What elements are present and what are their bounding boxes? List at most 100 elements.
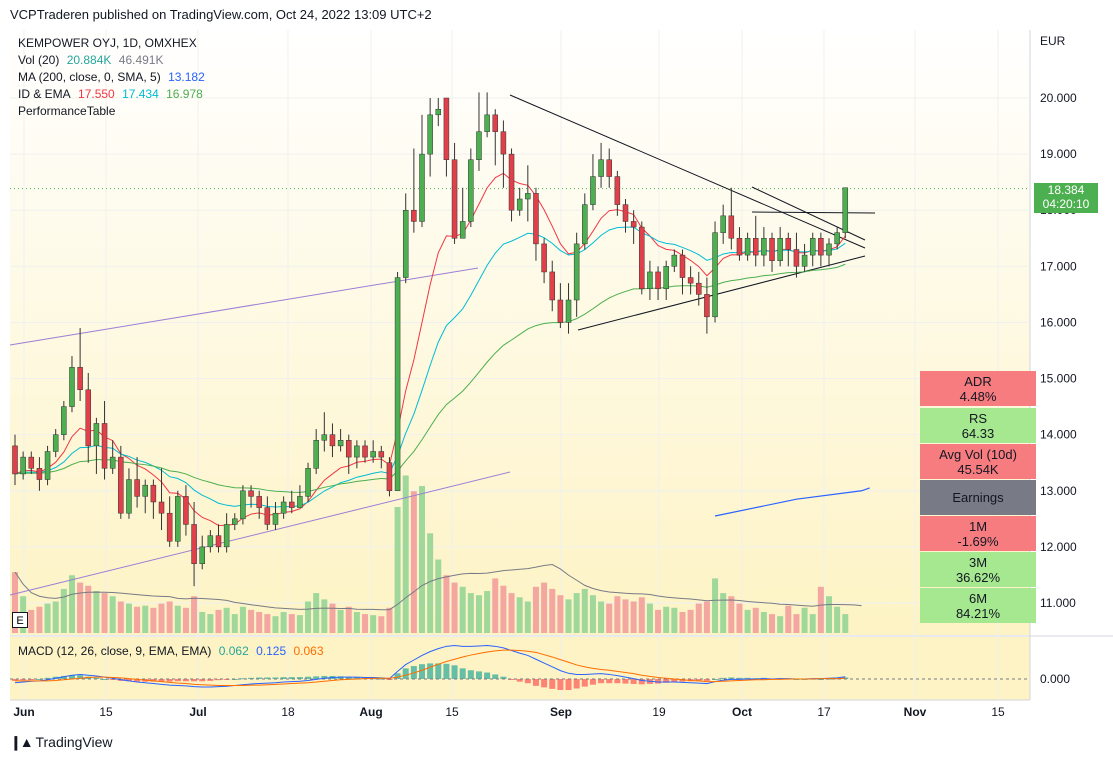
macd-histogram-bar	[44, 677, 51, 679]
tradingview-brand-text: TradingView	[35, 734, 113, 750]
macd-histogram-bar	[191, 679, 198, 682]
volume-bar	[85, 585, 92, 633]
macd-histogram-bar	[158, 679, 165, 682]
candle-body	[77, 367, 83, 391]
candle-body	[223, 524, 230, 548]
candle-body	[809, 238, 816, 256]
volume-bar	[728, 596, 735, 633]
macd-pane-bg	[10, 637, 1030, 700]
volume-bar	[842, 614, 849, 633]
candle-body	[573, 243, 580, 301]
macd-histogram-bar	[695, 679, 702, 682]
perf-cell-title: RS	[968, 411, 988, 426]
macd-histogram-bar	[353, 677, 360, 679]
volume-bar	[777, 616, 784, 633]
volume-bar	[378, 616, 385, 633]
candle-body	[500, 131, 507, 155]
macd-histogram-bar	[77, 675, 84, 679]
candle-body	[443, 97, 450, 160]
volume-bar	[459, 586, 466, 633]
macd-histogram-bar	[614, 679, 621, 684]
volume-bar	[305, 601, 312, 633]
candle-body	[272, 512, 279, 525]
macd-histogram-bar	[451, 665, 458, 679]
price-tick-label: 17.000	[1040, 259, 1077, 273]
macd-histogram-bar	[549, 679, 556, 689]
candle-body	[362, 445, 368, 458]
publisher-line: VCPTraderen published on TradingView.com…	[10, 7, 432, 22]
macd-histogram-bar	[12, 679, 18, 681]
volume-bar	[793, 614, 800, 633]
macd-histogram-bar	[516, 679, 523, 682]
macd-histogram-bar	[508, 679, 515, 680]
volume-bar	[744, 609, 751, 633]
volume-bar	[532, 586, 539, 633]
volume-bar	[158, 603, 165, 633]
earnings-badge[interactable]: E	[12, 612, 28, 628]
vol-label: Vol (20)	[18, 53, 60, 67]
candle-body	[69, 367, 75, 407]
volume-bar	[475, 595, 482, 633]
perf-cell-rs: RS 64.33	[920, 408, 1036, 443]
volume-bar	[695, 603, 702, 633]
candle-body	[101, 423, 108, 469]
macd-histogram-bar	[174, 679, 181, 682]
candle-body	[175, 496, 181, 542]
macd-histogram-bar	[581, 679, 588, 687]
macd-signal-line	[15, 649, 846, 686]
tradingview-brand: ❙▲ TradingView	[10, 734, 113, 751]
candle-body	[720, 215, 726, 233]
macd-histogram-bar	[288, 677, 295, 679]
macd-histogram-bar	[394, 673, 401, 679]
macd-histogram-bar	[573, 679, 580, 689]
macd-histogram-bar	[467, 670, 474, 679]
volume-bar	[386, 607, 393, 633]
volume-bar	[215, 609, 222, 633]
candle-body	[126, 479, 132, 514]
price-tick-label: 14.000	[1040, 428, 1077, 442]
perf-cell-3m: 3M 36.62%	[920, 552, 1036, 587]
candle-body	[752, 238, 759, 256]
candle-body	[647, 271, 653, 290]
macd-histogram-bar	[557, 679, 564, 691]
macd-histogram-bar	[337, 676, 344, 679]
macd-histogram-bar	[598, 679, 605, 684]
macd-histogram-bar	[720, 677, 727, 679]
candle-body	[712, 232, 718, 318]
candle-body	[378, 451, 385, 458]
candle-body	[826, 243, 832, 256]
volume-bar	[508, 593, 515, 633]
candle-body	[834, 232, 840, 245]
candle-body	[508, 153, 515, 211]
candle-body	[150, 484, 157, 503]
candle-body	[305, 468, 311, 497]
macd-histogram-bar	[305, 676, 312, 679]
macd-histogram-bar	[378, 678, 385, 680]
candle-body	[785, 238, 792, 250]
perf-cell-title: Avg Vol (10d)	[939, 447, 1017, 462]
candle-body	[476, 131, 482, 160]
volume-bar	[199, 612, 206, 633]
volume-bar	[337, 609, 344, 633]
candle-body	[134, 479, 140, 497]
volume-bar	[712, 578, 719, 633]
currency-label: EUR	[1040, 34, 1066, 48]
volume-bar	[736, 603, 743, 633]
countdown-timer: 04:20:10	[1042, 197, 1090, 211]
candle-body	[370, 451, 376, 458]
candle-body	[639, 226, 645, 290]
candle-body	[158, 501, 165, 514]
macd-histogram-bar	[248, 677, 255, 679]
macd-histogram-bar	[443, 663, 450, 679]
macd-histogram-bar	[630, 679, 637, 684]
macd-histogram-bar	[36, 679, 43, 680]
candle-body	[598, 159, 604, 177]
macd-zero-label: 0.000	[1040, 672, 1071, 686]
macd-histogram-bar	[492, 674, 499, 679]
candle-body	[533, 193, 539, 245]
candle-body	[280, 501, 287, 514]
candle-body	[590, 176, 596, 205]
volume-bar	[524, 601, 531, 633]
volume-bar	[288, 614, 295, 633]
